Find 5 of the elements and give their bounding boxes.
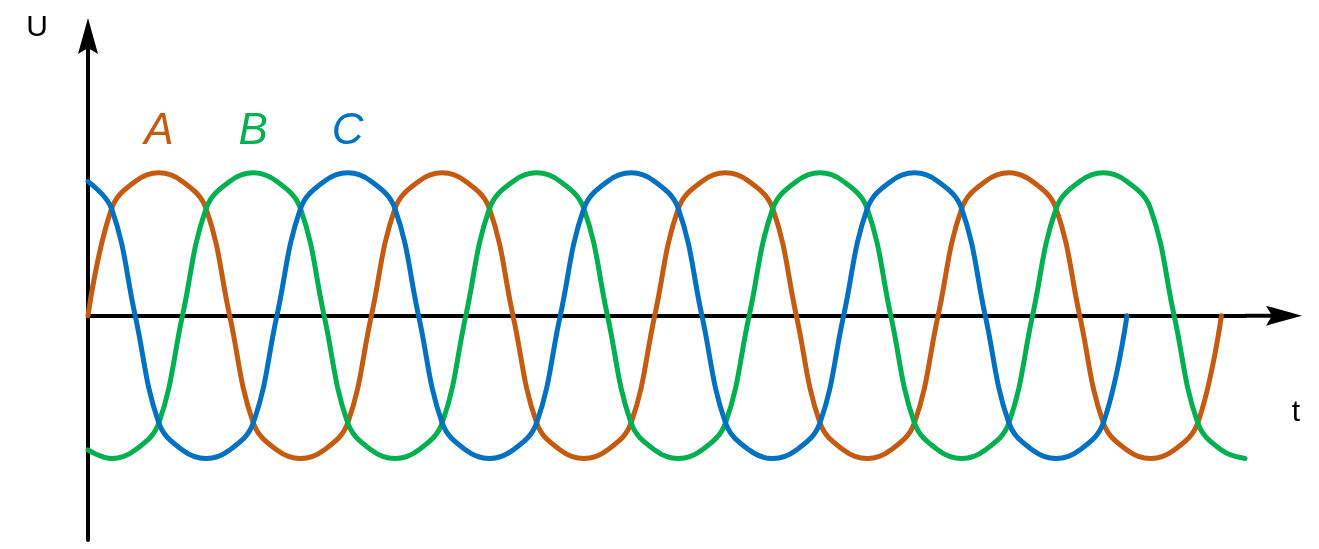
x-axis-title: t (1291, 394, 1301, 428)
series-label: C (331, 104, 365, 154)
y-axis-title: U (26, 8, 48, 42)
series-label: A (141, 104, 174, 154)
series-label: B (238, 104, 268, 154)
